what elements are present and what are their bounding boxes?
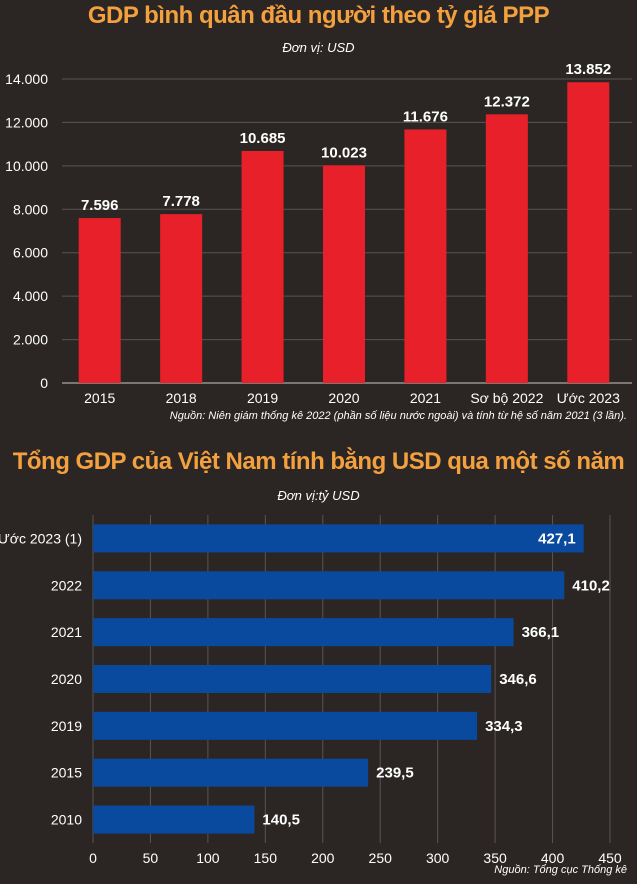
chart1-title: GDP bình quân đầu người theo tỷ giá PPP (87, 2, 550, 29)
x-tick-label: 2021 (410, 390, 441, 406)
bar-value-label: 140,5 (262, 812, 300, 829)
x-tick-label: 50 (143, 850, 159, 866)
y-tick-label: 4.000 (13, 288, 48, 304)
bar (160, 214, 203, 383)
x-tick-label: 2020 (328, 390, 359, 406)
chart2-source: Nguồn: Tổng cục Thống kê (494, 864, 627, 876)
bar (323, 165, 365, 383)
bar-value-label: 13.852 (565, 61, 611, 78)
bar-value-label: 10.023 (321, 144, 367, 161)
x-tick-label: 2019 (247, 390, 278, 406)
bar (485, 114, 528, 383)
x-tick-label: 0 (89, 850, 97, 866)
bar (93, 524, 584, 553)
bar-value-label: 7.596 (81, 197, 119, 214)
x-tick-label: 250 (369, 850, 393, 866)
y-tick-label: 0 (40, 375, 48, 391)
bar (93, 618, 514, 647)
bar-value-label: 7.778 (162, 193, 200, 210)
x-tick-label: 400 (541, 850, 565, 866)
chart2-unit: Đơn vị:tỷ USD (277, 488, 360, 503)
bar (93, 711, 478, 740)
x-tick-label: 2018 (166, 390, 197, 406)
bar-value-label: 334,3 (485, 718, 523, 735)
chart2-svg: 0 50 100 150 200 250 300 350 400 450 427,1 Ước 2023… (0, 515, 622, 866)
bar-value-label: 427,1 (538, 530, 576, 547)
bar (78, 218, 121, 383)
x-tick-label: 300 (426, 850, 450, 866)
bar-value-label: 11.676 (403, 108, 448, 125)
y-tick-label: 14.000 (5, 71, 48, 87)
y-tick-label: 8.000 (13, 201, 48, 217)
chart1-svg: 0 2.000 4.000 6.000 8.000 10.000 12.000 14.000 7… (5, 61, 632, 406)
bar (404, 129, 447, 383)
chart1-source: Nguồn: Niên giám thống kê 2022 (phần số … (169, 410, 627, 422)
y-tick-label: 2019 (51, 718, 82, 734)
bar (93, 571, 565, 600)
bar (567, 82, 610, 383)
x-tick-label: 350 (483, 850, 507, 866)
y-tick-label: 2.000 (13, 332, 48, 348)
y-tick-label: 6.000 (13, 245, 48, 261)
x-tick-label: 2015 (84, 390, 115, 406)
bar (93, 805, 255, 834)
chart1-unit: Đơn vị: USD (282, 40, 355, 55)
x-tick-label: 150 (254, 850, 278, 866)
x-tick-label: 100 (196, 850, 220, 866)
y-tick-label: Ước 2023 (1) (0, 530, 82, 546)
y-tick-label: 2020 (51, 671, 82, 687)
bar-value-label: 346,6 (499, 671, 537, 688)
y-tick-label: 2015 (51, 765, 82, 781)
y-tick-label: 10.000 (5, 158, 48, 174)
bar-value-label: 12.372 (484, 93, 530, 110)
chart2-title: Tổng GDP của Việt Nam tính bằng USD qua … (12, 448, 625, 475)
x-tick-label: 200 (311, 850, 335, 866)
y-tick-label: 2022 (51, 577, 82, 593)
y-tick-label: 2021 (51, 624, 82, 640)
bar-value-label: 366,1 (522, 624, 560, 641)
x-tick-label: Ước 2023 (557, 390, 620, 406)
bar-value-label: 10.685 (240, 130, 286, 147)
bar (241, 150, 284, 383)
bar-value-label: 410,2 (572, 577, 610, 594)
bar (93, 758, 369, 787)
x-tick-label: 450 (598, 850, 622, 866)
y-tick-label: 2010 (51, 812, 82, 828)
x-tick-label: Sơ bộ 2022 (470, 390, 543, 406)
bar-value-label: 239,5 (376, 765, 414, 782)
y-tick-label: 12.000 (5, 114, 48, 130)
bar (93, 665, 492, 693)
